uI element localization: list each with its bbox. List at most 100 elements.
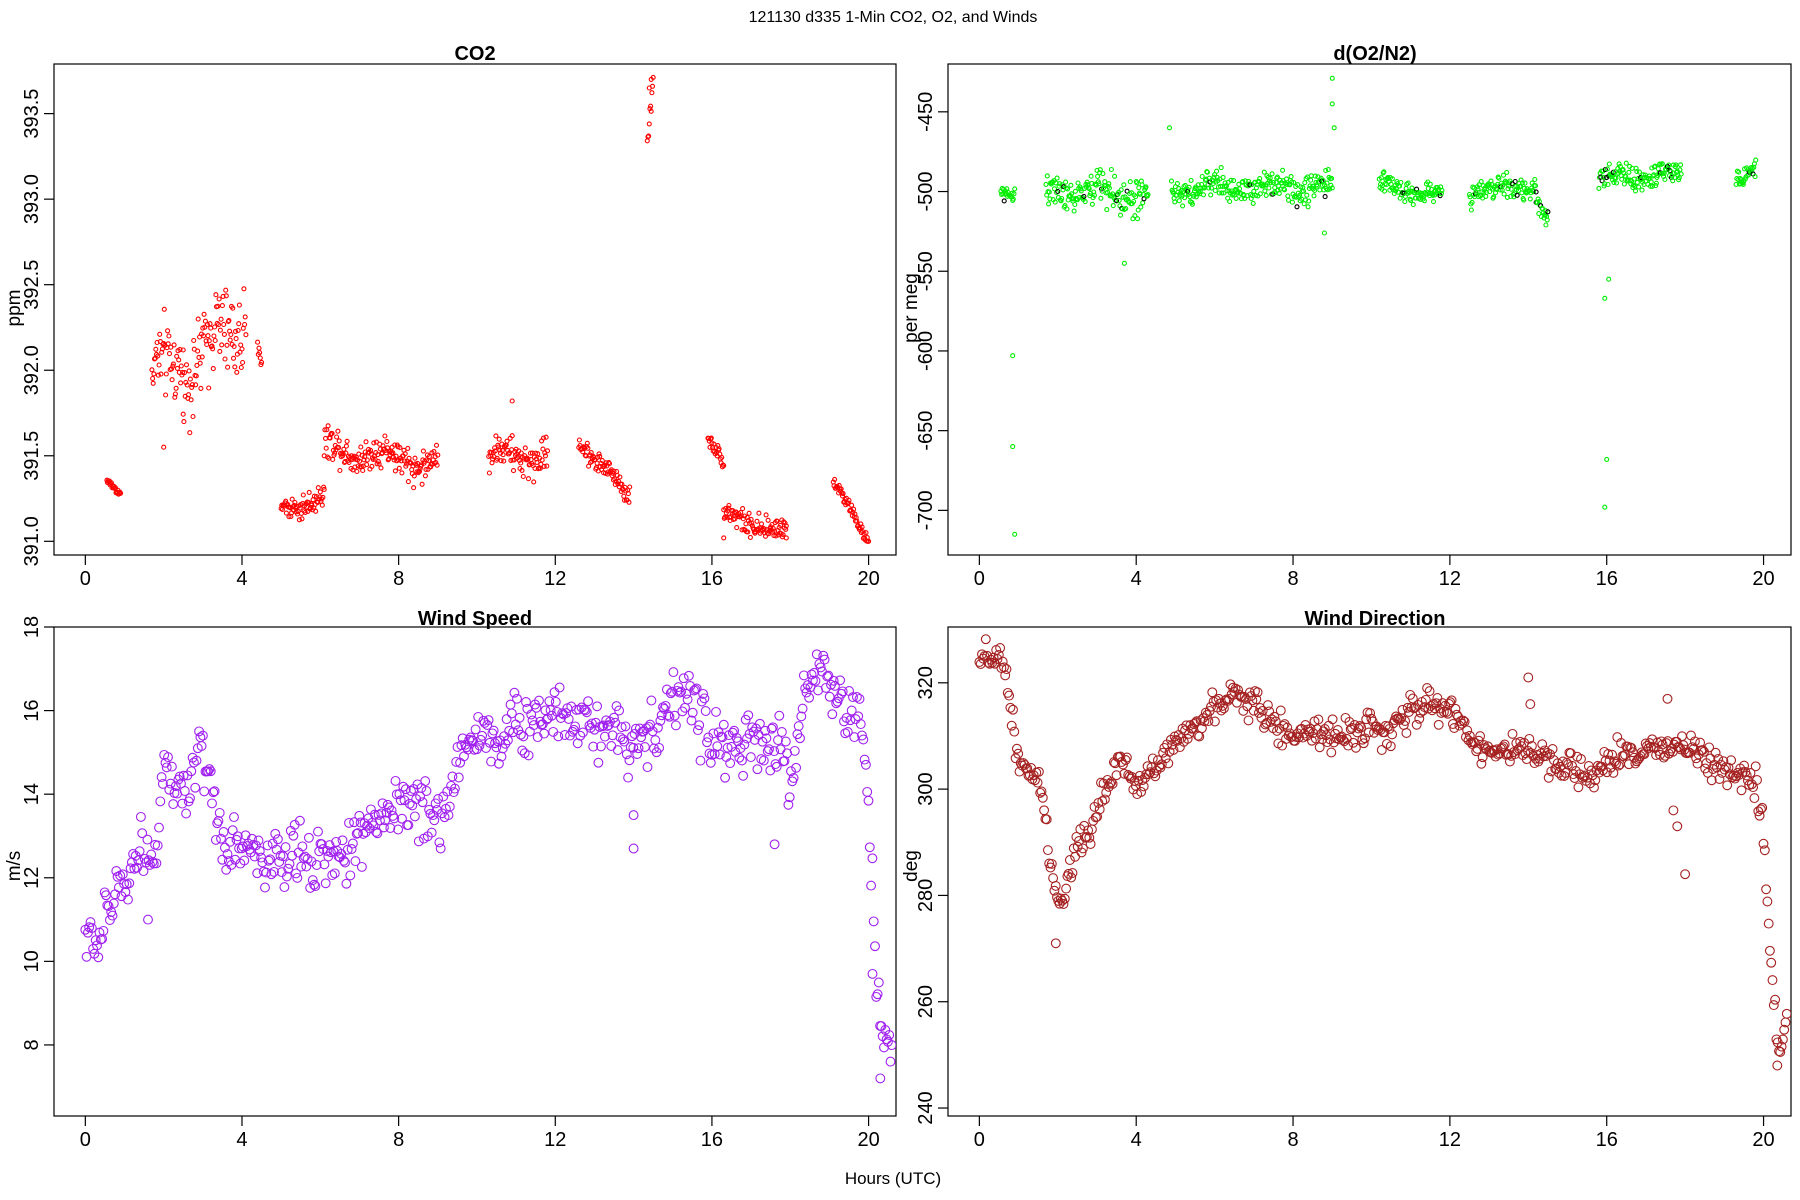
data-point	[382, 433, 388, 439]
data-point	[1521, 197, 1527, 203]
data-point	[1543, 772, 1554, 783]
data-point	[682, 694, 693, 705]
data-point	[1739, 760, 1750, 771]
data-point	[1671, 736, 1682, 747]
data-point	[725, 758, 736, 769]
data-point	[612, 476, 618, 482]
data-point	[716, 731, 727, 742]
data-point	[161, 444, 167, 450]
data-point	[1203, 716, 1214, 727]
data-point	[769, 746, 780, 757]
data-point	[696, 696, 707, 707]
data-point	[1094, 804, 1105, 815]
data-point	[1140, 200, 1146, 206]
data-point	[745, 529, 751, 535]
data-point	[585, 445, 591, 451]
data-point	[411, 473, 417, 479]
data-point	[646, 121, 652, 127]
data-point	[292, 872, 303, 883]
data-point	[977, 649, 987, 660]
data-point	[599, 731, 610, 742]
data-point	[700, 706, 711, 716]
data-point	[1378, 175, 1384, 181]
data-point	[265, 854, 276, 865]
data-point	[351, 828, 362, 839]
data-point	[489, 460, 495, 466]
data-point	[1106, 185, 1112, 191]
data-point	[1114, 198, 1120, 204]
data-point	[719, 454, 725, 460]
data-point	[142, 834, 153, 845]
data-point	[1414, 189, 1420, 196]
data-point	[1182, 733, 1193, 744]
data-point	[525, 476, 532, 482]
data-point	[260, 882, 270, 893]
data-point	[1078, 188, 1084, 194]
data-point	[423, 466, 429, 473]
data-point	[1647, 183, 1654, 189]
data-point	[1532, 183, 1539, 189]
data-point	[165, 341, 171, 347]
data-point	[526, 709, 537, 720]
data-point	[484, 737, 495, 748]
data-point	[541, 463, 547, 469]
data-points	[974, 634, 1791, 1071]
data-point	[646, 695, 657, 706]
data-point	[1433, 719, 1444, 730]
data-point	[300, 851, 310, 862]
data-point	[705, 757, 716, 768]
data-point	[1619, 176, 1625, 182]
data-point	[252, 868, 263, 879]
data-point	[135, 811, 146, 822]
data-point	[740, 506, 746, 512]
data-point	[1329, 185, 1335, 191]
data-point	[1334, 734, 1345, 745]
data-point	[1762, 896, 1773, 907]
data-point	[739, 739, 750, 750]
data-point	[1680, 869, 1691, 880]
data-point	[322, 435, 329, 441]
data-point	[1046, 858, 1057, 869]
x-tick-label: 0	[80, 1129, 91, 1151]
data-point	[222, 849, 233, 860]
data-point	[341, 446, 347, 452]
data-point	[1639, 187, 1645, 193]
data-point	[296, 861, 307, 872]
data-point	[636, 732, 647, 743]
data-point	[1257, 705, 1268, 716]
data-point	[1405, 180, 1411, 186]
data-point	[644, 138, 650, 144]
panel-co2-title: CO2	[454, 43, 495, 65]
data-point	[283, 510, 289, 516]
data-point	[846, 705, 857, 716]
data-point	[647, 106, 653, 112]
data-point	[1197, 188, 1203, 194]
data-point	[433, 794, 444, 804]
data-point	[390, 775, 401, 786]
data-point	[1714, 774, 1725, 784]
data-point	[221, 321, 227, 328]
data-point	[1306, 198, 1312, 204]
data-point	[238, 342, 244, 348]
data-point	[540, 435, 547, 441]
data-point	[188, 397, 194, 403]
data-point	[329, 430, 335, 437]
data-point	[621, 497, 628, 503]
data-point	[297, 841, 308, 852]
data-point	[758, 521, 765, 527]
data-point	[1120, 755, 1131, 765]
data-point	[763, 512, 769, 518]
data-point	[196, 354, 202, 360]
data-point	[1101, 787, 1112, 798]
data-point	[980, 634, 991, 645]
data-point	[1673, 162, 1679, 168]
data-point	[1260, 719, 1271, 730]
data-point	[1752, 174, 1758, 180]
data-point	[1042, 845, 1053, 856]
data-point	[181, 419, 187, 425]
data-point	[1750, 761, 1761, 772]
data-point	[325, 423, 331, 429]
data-point	[717, 732, 728, 743]
data-point	[1054, 175, 1060, 181]
data-point	[1220, 174, 1226, 180]
